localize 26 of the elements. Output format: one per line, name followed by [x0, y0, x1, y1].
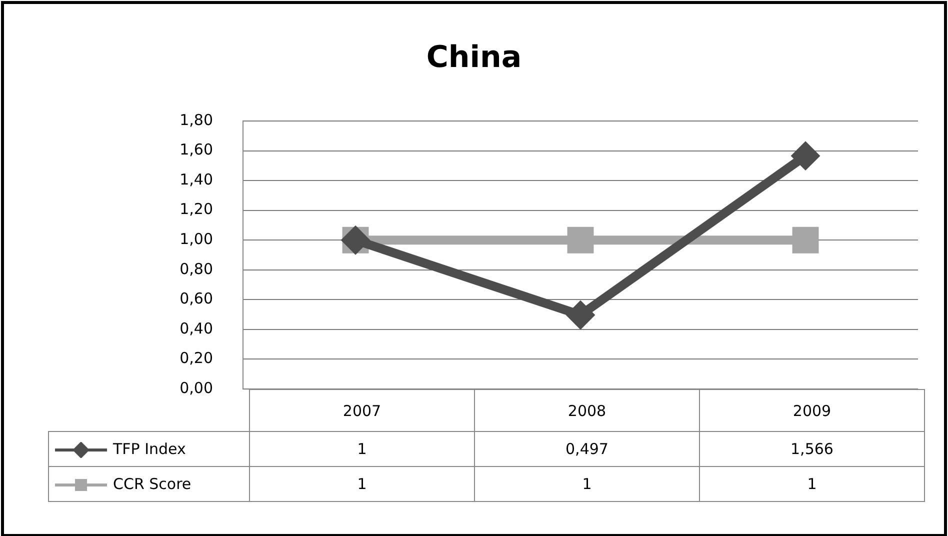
point — [566, 300, 595, 330]
y-tick-label: 1,80 — [180, 110, 213, 129]
y-tick-label: 0,80 — [180, 260, 213, 278]
data-label: 0,497 — [474, 432, 700, 466]
y-tick-label: 0,20 — [180, 349, 213, 368]
data-label: 1 — [474, 466, 700, 502]
x-tick-label: 2008 — [474, 390, 700, 432]
y-tick-label: 0,60 — [180, 290, 213, 308]
y-tick-label: 1,40 — [180, 170, 213, 188]
legend-label: CCR Score — [48, 466, 250, 502]
y-tick-label: 1,00 — [180, 230, 213, 248]
data-label: 1 — [250, 432, 474, 466]
point — [791, 141, 820, 170]
y-tick-label: 1,20 — [180, 200, 213, 218]
chart-title: China — [425, 40, 523, 75]
point — [792, 226, 819, 254]
y-tick-label: 0,00 — [180, 378, 213, 397]
x-tick-label: 2007 — [250, 390, 474, 432]
data-label: 1,566 — [700, 432, 924, 466]
x-tick-label: 2009 — [700, 390, 924, 432]
legend-label: TFP Index — [48, 432, 250, 466]
data-label: 1 — [250, 466, 474, 502]
y-tick-label: 0,40 — [180, 319, 213, 338]
y-tick-label: 1,60 — [180, 140, 213, 159]
point — [567, 226, 594, 254]
data-label: 1 — [700, 466, 924, 502]
